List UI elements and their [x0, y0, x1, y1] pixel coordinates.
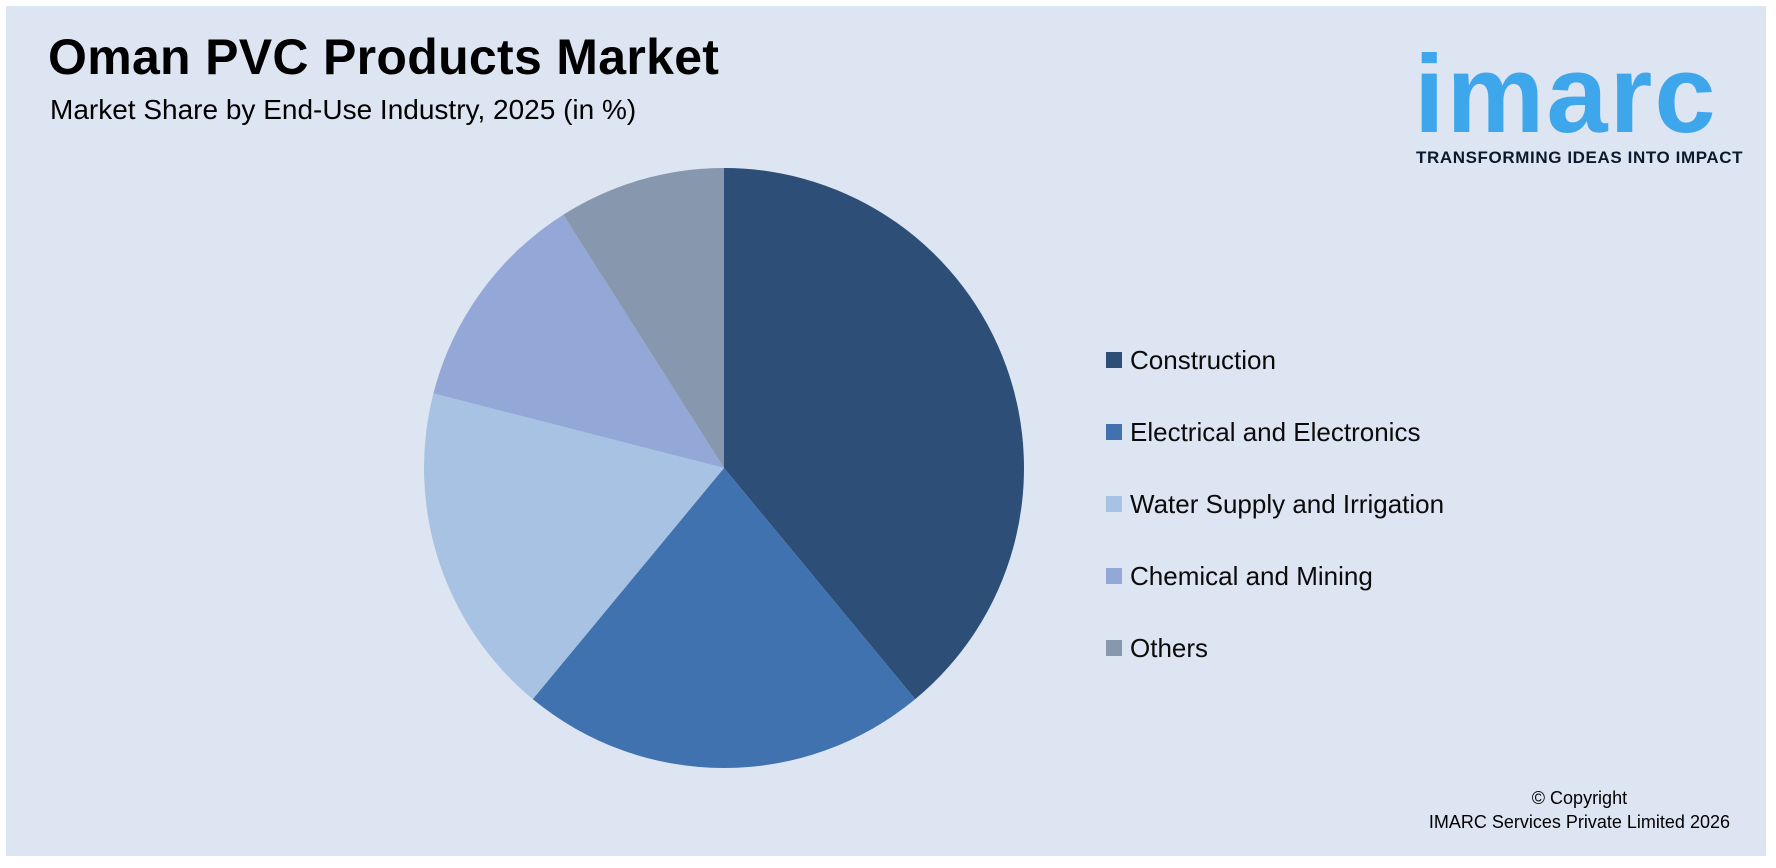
- chart-subtitle: Market Share by End-Use Industry, 2025 (…: [50, 94, 637, 125]
- legend-swatch: [1106, 640, 1122, 656]
- legend-label: Electrical and Electronics: [1130, 416, 1421, 447]
- copyright-line-1: © Copyright: [1531, 788, 1628, 808]
- pie-chart: [424, 168, 1024, 768]
- legend-item-electrical-and-electronics: Electrical and Electronics: [1106, 396, 1444, 468]
- chart-title: Oman PVC Products Market: [48, 29, 720, 85]
- legend-swatch: [1106, 352, 1122, 368]
- chart-frame: Oman PVC Products Market Market Share by…: [6, 6, 1766, 856]
- logo-wordmark: imarc: [1414, 33, 1718, 156]
- pie-slice-others: [563, 168, 724, 468]
- pie-slice-water-supply-and-irrigation: [424, 393, 724, 700]
- legend-item-construction: Construction: [1106, 324, 1444, 396]
- legend-item-water-supply-and-irrigation: Water Supply and Irrigation: [1106, 468, 1444, 540]
- legend-label: Water Supply and Irrigation: [1130, 488, 1445, 519]
- pie-slice-chemical-and-mining: [433, 214, 724, 468]
- legend-swatch: [1106, 568, 1122, 584]
- copyright: © Copyright IMARC Services Private Limit…: [1429, 786, 1730, 834]
- legend-label: Construction: [1130, 344, 1276, 375]
- copyright-line-2: IMARC Services Private Limited 2026: [1428, 812, 1730, 832]
- legend-item-chemical-and-mining: Chemical and Mining: [1106, 540, 1444, 612]
- legend-label: Others: [1130, 632, 1209, 663]
- legend-swatch: [1106, 496, 1122, 512]
- legend-label: Chemical and Mining: [1130, 560, 1373, 591]
- pie-slice-electrical-and-electronics: [532, 468, 916, 768]
- pie-slice-construction: [724, 168, 1024, 700]
- legend-item-others: Others: [1106, 612, 1444, 684]
- legend: Construction Electrical and Electronics Wa…: [1106, 324, 1444, 684]
- logo-tagline: TRANSFORMING IDEAS INTO IMPACT: [1416, 148, 1744, 167]
- imarc-logo: imarc TRANSFORMING IDEAS INTO IMPACT: [1414, 26, 1754, 168]
- legend-swatch: [1106, 424, 1122, 440]
